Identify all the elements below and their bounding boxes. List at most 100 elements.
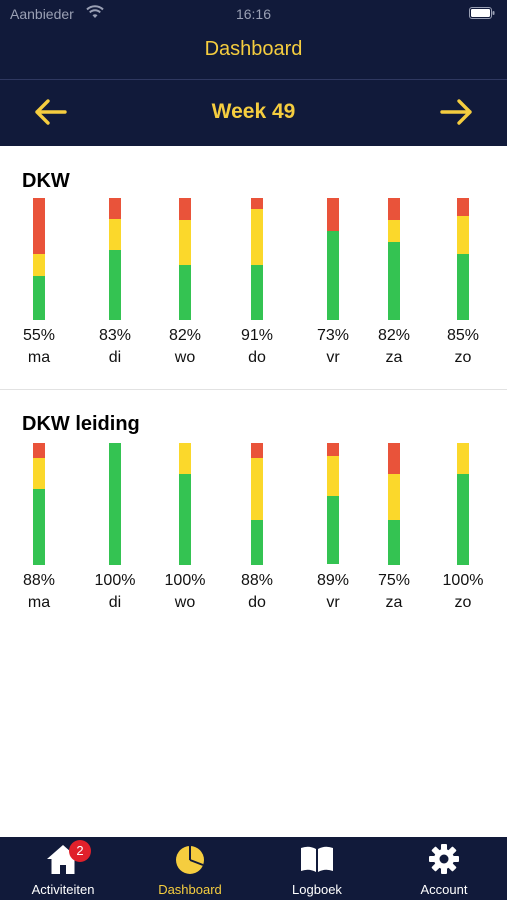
bar-segment-yellow: [388, 474, 400, 520]
percentage-label: 83%: [98, 327, 132, 344]
notification-badge: 2: [69, 840, 91, 862]
bar-segment-yellow: [33, 457, 45, 489]
day-label: wo: [174, 349, 196, 366]
week-navigator: Week 49: [0, 80, 507, 146]
bar-segment-red: [327, 443, 339, 456]
day-label: ma: [27, 594, 51, 611]
header: Aanbieder 16:16 Dashboard Week 49: [0, 0, 507, 146]
day-label: di: [108, 349, 122, 366]
carrier-label: Aanbieder: [10, 6, 74, 22]
bar-segment-yellow: [388, 220, 400, 242]
day-column-vr: 73% vr: [303, 198, 363, 373]
day-column-zo: 85% zo: [433, 198, 493, 373]
bar-segment-yellow: [251, 209, 263, 265]
status-time: 16:16: [235, 6, 272, 22]
bar-segment-green: [179, 473, 191, 565]
stacked-bar: [327, 443, 339, 565]
day-label: za: [385, 594, 403, 611]
day-label: do: [248, 349, 266, 366]
section-title: DKW leiding: [22, 413, 140, 435]
stacked-bar: [457, 443, 469, 565]
day-column-di: 83% di: [85, 198, 145, 373]
percentage-label: 91%: [240, 327, 274, 344]
bar-segment-red: [251, 198, 263, 209]
bar-segment-green: [388, 242, 400, 320]
tab-activiteiten[interactable]: 2 Activiteiten: [0, 837, 126, 900]
day-column-ma: 88% ma: [9, 443, 69, 618]
stacked-bar: [179, 443, 191, 565]
wifi-icon: [86, 5, 104, 18]
percentage-label: 75%: [377, 572, 411, 589]
day-column-ma: 55% ma: [9, 198, 69, 373]
stacked-bar: [251, 443, 263, 565]
bar-segment-yellow: [109, 218, 121, 250]
next-week-button[interactable]: [437, 94, 477, 130]
bar-segment-red: [33, 198, 45, 254]
bar-segment-yellow: [327, 456, 339, 496]
day-label: za: [385, 349, 403, 366]
arrow-right-icon: [440, 99, 472, 125]
day-column-zo: 100% zo: [433, 443, 493, 618]
bar-segment-yellow: [33, 254, 45, 276]
bar-segment-yellow: [251, 458, 263, 520]
bar-segment-yellow: [179, 220, 191, 265]
day-label: vr: [326, 349, 340, 366]
percentage-label: 82%: [377, 327, 411, 344]
bar-segment-green: [327, 231, 339, 320]
tab-bar: 2 Activiteiten Dashboard Logboek: [0, 837, 507, 900]
day-column-di: 100% di: [85, 443, 145, 618]
stacked-bar: [33, 198, 45, 320]
percentage-label: 55%: [22, 327, 56, 344]
stacked-bar: [388, 443, 400, 565]
section-title: DKW: [22, 170, 70, 192]
battery-icon: [469, 7, 495, 19]
percentage-label: 73%: [316, 327, 350, 344]
stacked-bar: [33, 443, 45, 565]
bar-segment-red: [388, 198, 400, 220]
stacked-bar: [109, 198, 121, 320]
pie-chart-icon: [176, 846, 204, 874]
bar-segment-red: [251, 443, 263, 458]
day-label: zo: [454, 594, 472, 611]
tab-label: Dashboard: [158, 882, 222, 897]
bar-segment-red: [327, 198, 339, 231]
tab-logboek[interactable]: Logboek: [254, 837, 380, 900]
bar-segment-red: [109, 198, 121, 219]
day-column-do: 88% do: [227, 443, 287, 618]
bar-segment-green: [109, 249, 121, 320]
stacked-bar: [109, 443, 121, 565]
day-label: wo: [174, 594, 196, 611]
day-column-wo: 100% wo: [155, 443, 215, 618]
bar-segment-red: [388, 443, 400, 474]
tab-label: Account: [420, 882, 468, 897]
day-label: di: [108, 594, 122, 611]
tab-label: Activiteiten: [31, 882, 95, 897]
bar-segment-green: [251, 265, 263, 320]
dkw-section: DKW 55% ma 83% di 82% wo 91% do 73% vr 82% za 85% zo: [0, 146, 507, 390]
stacked-bar: [388, 198, 400, 320]
previous-week-button[interactable]: [30, 94, 70, 130]
dkw-leiding-section: DKW leiding 88% ma 100% di 100% wo 88% do 89% vr 7…: [0, 391, 507, 621]
stacked-bar: [179, 198, 191, 320]
day-column-wo: 82% wo: [155, 198, 215, 373]
book-icon: [301, 846, 333, 872]
tab-dashboard[interactable]: Dashboard: [127, 837, 253, 900]
bar-segment-green: [457, 473, 469, 565]
bar-segment-green: [33, 276, 45, 320]
percentage-label: 100%: [164, 572, 206, 589]
day-column-za: 82% za: [364, 198, 424, 373]
bar-segment-green: [457, 254, 469, 320]
bar-segment-green: [388, 520, 400, 565]
stacked-bar: [457, 198, 469, 320]
day-label: zo: [454, 349, 472, 366]
stacked-bar: [327, 198, 339, 320]
tab-account[interactable]: Account: [381, 837, 507, 900]
percentage-label: 89%: [316, 572, 350, 589]
header-divider: [0, 79, 507, 80]
page-title: Dashboard: [204, 38, 303, 60]
day-column-do: 91% do: [227, 198, 287, 373]
dkw-leiding-chart: 88% ma 100% di 100% wo 88% do 89% vr 75% za 100% zo: [0, 443, 507, 618]
bar-segment-green: [327, 496, 339, 564]
percentage-label: 88%: [240, 572, 274, 589]
bar-segment-yellow: [457, 216, 469, 254]
